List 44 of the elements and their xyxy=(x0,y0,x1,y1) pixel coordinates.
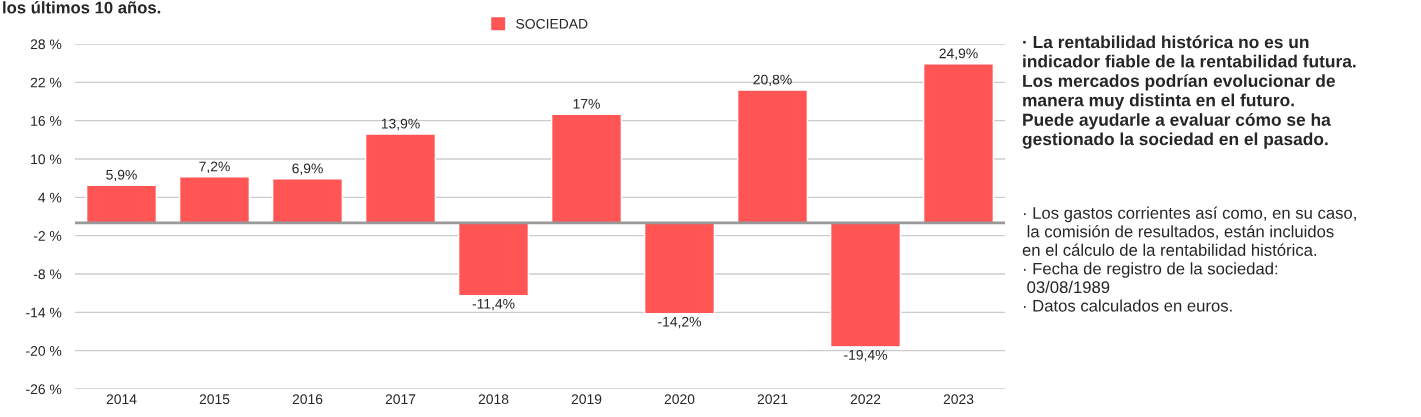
bar xyxy=(922,63,995,224)
data-label: 7,2% xyxy=(199,161,230,174)
x-tick-label: 2018 xyxy=(478,394,509,405)
bar xyxy=(364,133,437,224)
data-label: 6,9% xyxy=(292,163,323,175)
x-tick-label: 2017 xyxy=(385,394,416,405)
data-label: -11,4% xyxy=(472,298,515,311)
data-label: -19,4% xyxy=(844,349,888,362)
legend-label: SOCIEDAD xyxy=(516,18,588,29)
x-tick-label: 2022 xyxy=(850,394,881,405)
text: · La rentabilidad histórica no es un indicador fiable de la rentabilidad futura. Los mercados podrían evolucionar de manera muy distinta en el futuro. Puede ayudarle a evaluar cómo se ha gestionado la sociedad en el pasado. xyxy=(1022,35,1356,149)
data-label: -14,2% xyxy=(658,316,702,329)
data-label: 24,9% xyxy=(939,48,978,60)
x-tick-label: 2023 xyxy=(943,394,974,405)
bar xyxy=(829,222,902,348)
y-tick-label: -8 % xyxy=(33,269,62,280)
bar xyxy=(550,113,623,224)
bar xyxy=(271,178,344,224)
chart-title: los últimos 10 años. xyxy=(3,1,161,14)
y-tick-label: -26 % xyxy=(26,384,62,395)
bar xyxy=(457,222,530,297)
x-tick-label: 2020 xyxy=(664,394,695,405)
x-tick-label: 2015 xyxy=(199,394,230,405)
bar xyxy=(85,184,158,224)
y-tick-label: -20 % xyxy=(26,346,62,356)
bar xyxy=(178,176,251,224)
y-tick-label: 4 % xyxy=(38,192,62,203)
x-tick-label: 2016 xyxy=(292,394,323,405)
x-tick-label: 2019 xyxy=(571,394,602,405)
data-label: 5,9% xyxy=(106,169,137,182)
data-label: 20,8% xyxy=(753,74,792,87)
y-tick-label: 28 % xyxy=(30,39,62,50)
y-tick-label: -14 % xyxy=(26,307,62,318)
y-tick-label: 10 % xyxy=(31,154,62,165)
y-tick-label: 22 % xyxy=(30,77,62,88)
text: · Los gastos corrientes así como, en su caso, la comisión de resultados, están incluidos en el cálculo de la rentabilidad histórica. · Fecha de registro de la sociedad: 03/08/1989 · Datos calculados en euros. xyxy=(1022,206,1356,312)
bar xyxy=(643,222,716,315)
data-label: 13,9% xyxy=(381,118,420,131)
y-tick-label: 16 % xyxy=(31,116,62,126)
data-label: 17% xyxy=(573,98,600,109)
y-tick-label: -2 % xyxy=(33,231,62,241)
x-tick-label: 2014 xyxy=(106,394,137,405)
x-tick-label: 2021 xyxy=(757,394,788,405)
bar xyxy=(736,89,809,224)
